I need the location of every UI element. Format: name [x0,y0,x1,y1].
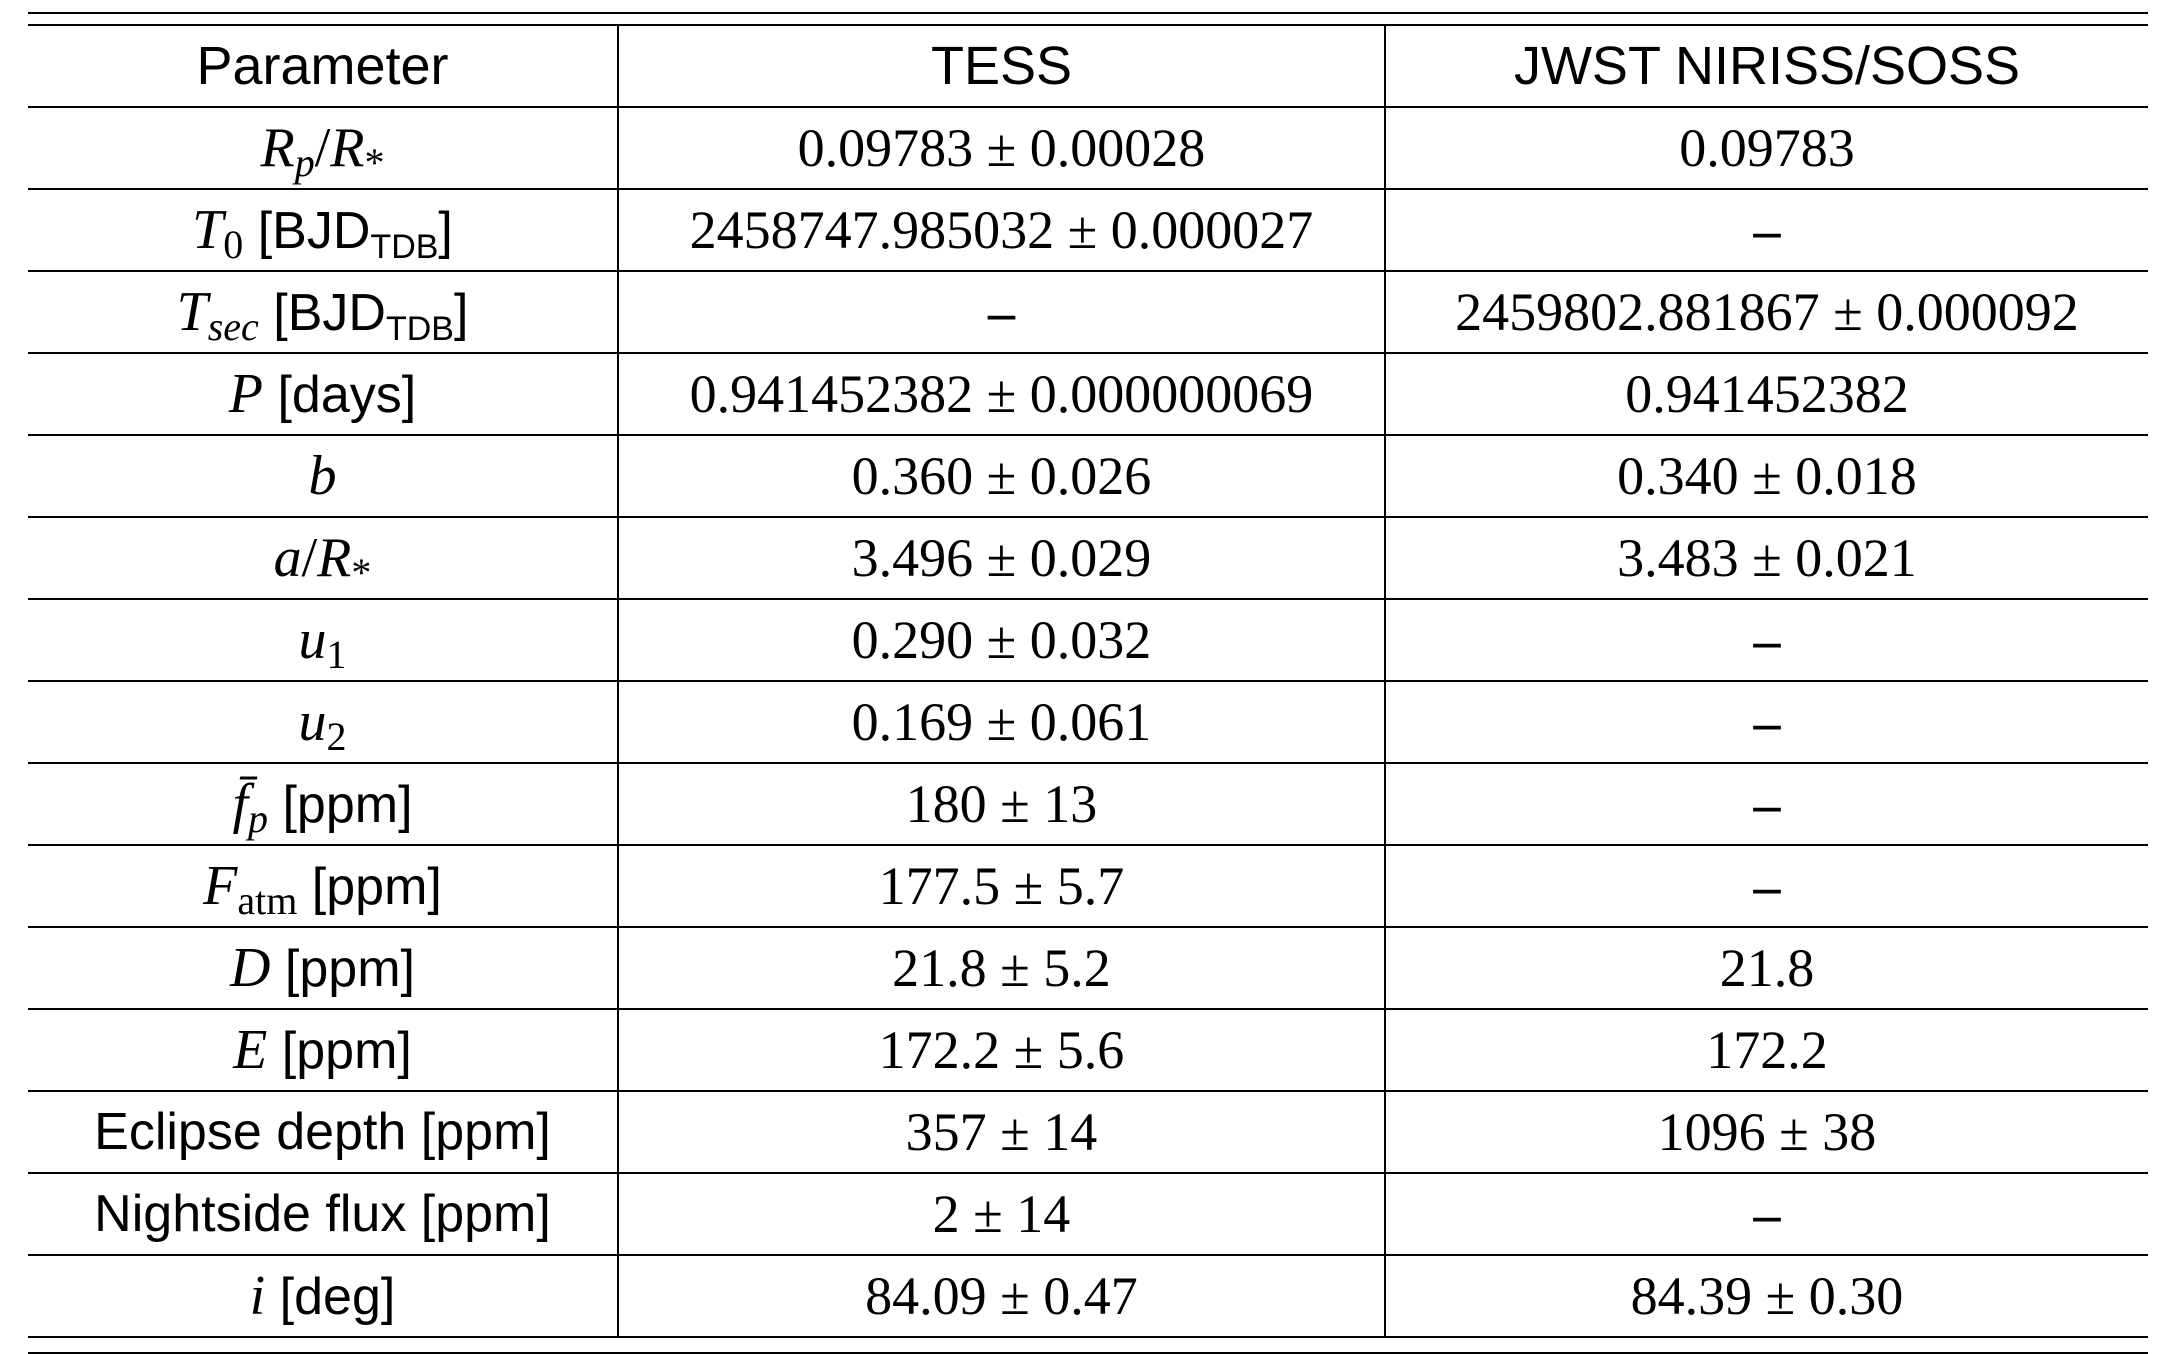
jwst-value: – [1384,844,2148,927]
jwst-value: 1096 ± 38 [1384,1090,2148,1173]
jwst-value: 84.39 ± 0.30 [1384,1254,2148,1338]
tess-value: – [617,270,1385,353]
table-top-rule [28,12,2148,24]
param-impact: b [28,434,618,517]
tess-value: 177.5 ± 5.7 [617,844,1385,927]
param-fp: f̄p [ppm] [28,762,618,845]
tess-value: 2 ± 14 [617,1172,1385,1255]
jwst-value: – [1384,680,2148,763]
jwst-value: 0.941452382 [1384,352,2148,435]
param-tsec: Tsec [BJDTDB] [28,270,618,353]
param-period: P [days] [28,352,618,435]
table-row: Nightside flux [ppm] 2 ± 14 – [28,1172,2148,1255]
tess-value: 357 ± 14 [617,1090,1385,1173]
jwst-value: 0.09783 [1384,106,2148,189]
table-row: T0 [BJDTDB] 2458747.985032 ± 0.000027 – [28,188,2148,271]
tess-value: 0.941452382 ± 0.000000069 [617,352,1385,435]
header-jwst: JWST NIRISS/SOSS [1384,24,2148,107]
jwst-value: 172.2 [1384,1008,2148,1091]
jwst-value: 2459802.881867 ± 0.000092 [1384,270,2148,353]
jwst-value: – [1384,762,2148,845]
table-row: Fatm [ppm] 177.5 ± 5.7 – [28,844,2148,927]
table-row: a/R* 3.496 ± 0.029 3.483 ± 0.021 [28,516,2148,599]
header-tess: TESS [617,24,1385,107]
jwst-value: – [1384,188,2148,271]
param-u1: u1 [28,598,618,681]
table-row: u1 0.290 ± 0.032 – [28,598,2148,681]
jwst-value: 3.483 ± 0.021 [1384,516,2148,599]
tess-value: 84.09 ± 0.47 [617,1254,1385,1338]
table-row: f̄p [ppm] 180 ± 13 – [28,762,2148,845]
table-row: D [ppm] 21.8 ± 5.2 21.8 [28,926,2148,1009]
tess-value: 3.496 ± 0.029 [617,516,1385,599]
param-rp-rstar: Rp/R* [28,106,618,189]
jwst-value: – [1384,598,2148,681]
tess-value: 0.169 ± 0.061 [617,680,1385,763]
parameter-table: Parameter TESS JWST NIRISS/SOSS Rp/R* 0.… [28,24,2148,1338]
table-row: Eclipse depth [ppm] 357 ± 14 1096 ± 38 [28,1090,2148,1173]
jwst-value: – [1384,1172,2148,1255]
param-t0: T0 [BJDTDB] [28,188,618,271]
table-header-row: Parameter TESS JWST NIRISS/SOSS [28,24,2148,107]
tess-value: 21.8 ± 5.2 [617,926,1385,1009]
table-row: E [ppm] 172.2 ± 5.6 172.2 [28,1008,2148,1091]
table-row: Rp/R* 0.09783 ± 0.00028 0.09783 [28,106,2148,189]
table-row: P [days] 0.941452382 ± 0.000000069 0.941… [28,352,2148,435]
tess-value: 180 ± 13 [617,762,1385,845]
tess-value: 0.09783 ± 0.00028 [617,106,1385,189]
table-row: Tsec [BJDTDB] – 2459802.881867 ± 0.00009… [28,270,2148,353]
jwst-value: 21.8 [1384,926,2148,1009]
header-parameter: Parameter [28,24,618,107]
table-row: i [deg] 84.09 ± 0.47 84.39 ± 0.30 [28,1254,2148,1338]
table-row: u2 0.169 ± 0.061 – [28,680,2148,763]
table-row: b 0.360 ± 0.026 0.340 ± 0.018 [28,434,2148,517]
param-a-rstar: a/R* [28,516,618,599]
tess-value: 0.360 ± 0.026 [617,434,1385,517]
tess-value: 0.290 ± 0.032 [617,598,1385,681]
param-inclination: i [deg] [28,1254,618,1338]
parameter-table-container: Parameter TESS JWST NIRISS/SOSS Rp/R* 0.… [28,12,2148,1354]
jwst-value: 0.340 ± 0.018 [1384,434,2148,517]
param-fatm: Fatm [ppm] [28,844,618,927]
param-eclipse-depth: Eclipse depth [ppm] [28,1090,618,1173]
param-u2: u2 [28,680,618,763]
param-nightside-flux: Nightside flux [ppm] [28,1172,618,1255]
tess-value: 2458747.985032 ± 0.000027 [617,188,1385,271]
param-d: D [ppm] [28,926,618,1009]
param-e: E [ppm] [28,1008,618,1091]
tess-value: 172.2 ± 5.6 [617,1008,1385,1091]
